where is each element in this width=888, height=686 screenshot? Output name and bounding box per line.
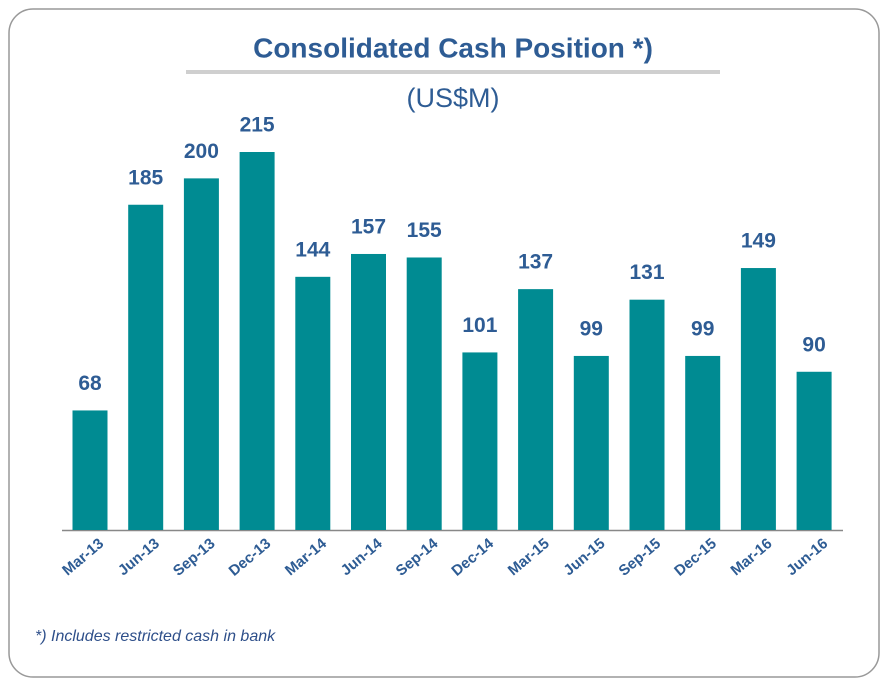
bar xyxy=(128,204,164,530)
bar xyxy=(685,355,721,530)
value-label: 144 xyxy=(295,238,330,261)
value-label: 99 xyxy=(580,317,603,340)
bar xyxy=(295,276,331,530)
value-label: 215 xyxy=(240,114,275,137)
bar xyxy=(518,289,554,530)
bar xyxy=(239,152,275,530)
value-label: 68 xyxy=(78,372,102,395)
value-label: 157 xyxy=(351,216,386,239)
bar xyxy=(629,299,665,530)
value-label: 200 xyxy=(184,140,219,163)
chart-subtitle: (US$M) xyxy=(407,83,500,113)
bar xyxy=(573,355,609,530)
value-label: 149 xyxy=(741,230,776,253)
value-label: 90 xyxy=(802,333,825,356)
bar xyxy=(351,253,386,530)
bar xyxy=(740,268,776,530)
chart-title: Consolidated Cash Position *) xyxy=(253,32,653,63)
value-label: 101 xyxy=(462,314,497,337)
value-label: 131 xyxy=(629,261,664,284)
bar xyxy=(462,352,498,530)
value-label: 99 xyxy=(691,317,714,340)
value-label: 185 xyxy=(128,166,163,189)
value-label: 155 xyxy=(407,219,442,242)
bar xyxy=(72,410,108,530)
title-underline xyxy=(186,70,720,74)
bar xyxy=(406,257,442,530)
value-label: 137 xyxy=(518,251,553,274)
bar xyxy=(796,371,832,530)
bar xyxy=(183,178,219,531)
footnote: *) Includes restricted cash in bank xyxy=(35,628,276,645)
